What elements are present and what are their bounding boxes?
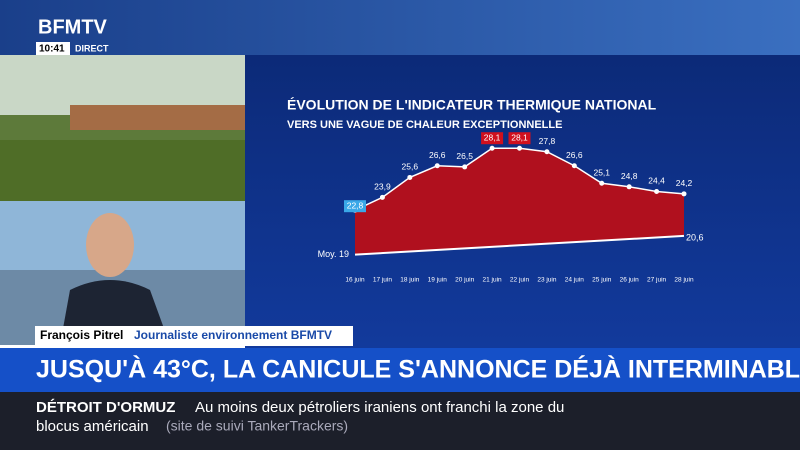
point [681,191,687,197]
person-role: Journaliste environnement BFMTV [134,328,332,342]
label-box [344,200,366,213]
value-label: 23,9 [374,182,391,192]
value-label: 26,6 [566,150,583,160]
baseline-label: Moy. 19 [318,249,349,259]
x-tick-label: 25 juin [592,277,612,284]
header-bar [0,0,800,55]
x-tick-label: 16 juin [345,277,365,284]
point [517,145,522,151]
plot: Moy. 19 20,6 22,8 16 juin 23,9 17 juin 25,6 18 … [318,132,704,284]
x-tick-label: 24 juin [565,277,585,284]
ticker-line: Au moins deux pétroliers iraniens ont fr… [195,399,564,416]
x-tick-label: 26 juin [620,277,640,284]
time: 10:41 [39,44,65,55]
point [434,163,440,169]
headline: JUSQU'À 43°C, LA CANICULE S'ANNONCE DÉJÀ… [36,355,800,384]
point [571,163,577,169]
point [626,184,632,190]
value-label: 28,1 [511,132,528,142]
label-box [508,132,531,145]
value-label: 26,5 [456,151,473,161]
ticker-line: blocus américain [36,418,149,435]
point [599,180,605,186]
time-box [36,42,70,55]
chart-title: ÉVOLUTION DE L'INDICATEUR THERMIQUE NATI… [287,97,657,113]
label-box [481,132,504,145]
value-label: 25,1 [593,168,610,178]
baseline-label: 20,6 [686,232,704,242]
point [544,149,550,155]
value-label: 24,8 [621,171,638,181]
value-label: 22,8 [347,200,364,210]
value-label: 28,1 [484,132,501,142]
x-tick-label: 19 juin [428,277,448,284]
ticker-source: (site de suivi TankerTrackers) [166,418,348,434]
point [407,174,413,180]
point [462,164,468,170]
value-label: 26,6 [429,150,446,160]
x-tick-label: 28 juin [674,277,694,284]
grass [0,140,245,201]
x-tick-label: 17 juin [373,277,393,284]
point [379,194,385,200]
logo: BFMTV [38,16,108,38]
area-fill [355,148,684,255]
value-label: 24,2 [676,178,693,188]
x-tick-label: 20 juin [455,277,475,284]
name-box [35,326,353,346]
x-tick-label: 23 juin [537,277,557,284]
person-head [86,213,134,277]
x-tick-label: 27 juin [647,277,667,284]
x-tick-label: 22 juin [510,277,530,284]
ticker-topic: DÉTROIT D'ORMUZ [36,399,175,416]
chart-subtitle: VERS UNE VAGUE DE CHALEUR EXCEPTIONNELLE [287,119,562,131]
ticker-bar [0,392,800,450]
baseline [354,234,685,256]
person-name: François Pitrel [40,328,123,342]
value-label: 27,8 [539,136,556,146]
live: DIRECT [75,43,109,53]
value-label: 24,4 [648,176,665,186]
value-label: 25,6 [402,162,419,172]
headline-bar [0,348,800,392]
point [654,188,660,194]
fence [70,105,245,130]
x-tick-label: 18 juin [400,277,420,284]
x-tick-label: 21 juin [483,277,503,284]
point [489,145,495,151]
